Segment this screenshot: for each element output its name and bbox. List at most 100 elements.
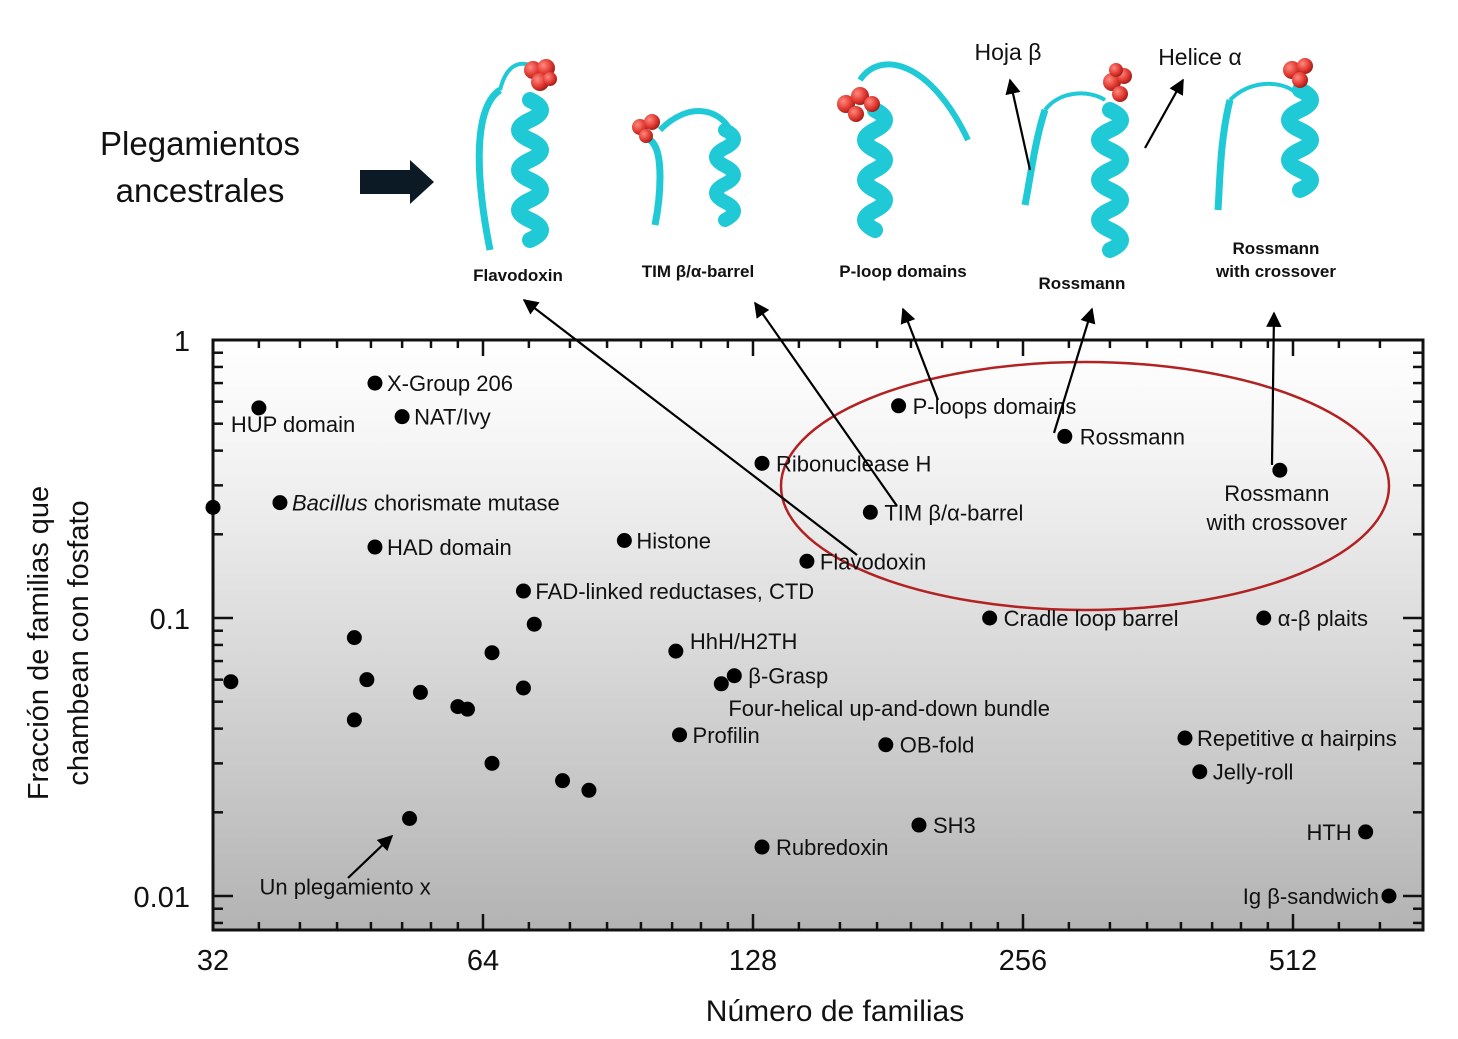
y-tick-label: 0.1 [150,604,190,636]
data-point [668,643,684,659]
connector-crossover [1266,311,1282,466]
point-label: OB-fold [900,733,975,758]
structure-flavodoxin [475,59,557,251]
annotation-sheet-arrow [1005,78,1032,171]
annotation-helix-arrow [1144,78,1184,149]
point-label: β-Grasp [748,664,828,689]
data-point [1381,888,1397,904]
data-point [515,583,531,599]
axis-ticks [211,338,1423,930]
data-point [526,616,542,632]
point-label: Flavodoxin [820,549,926,574]
data-point [402,811,418,827]
structure-label-flavodoxin: Flavodoxin [473,266,563,285]
structure-rossmann [1021,63,1132,258]
annotation-sheet: Hoja β [975,39,1042,65]
data-point [862,504,878,520]
point-label: X-Group 206 [387,371,513,396]
data-point [1177,730,1193,746]
point-label: NAT/Ivy [414,405,491,430]
x-tick-label: 32 [197,945,229,977]
structure-label-rossmann: Rossmann [1039,274,1126,293]
data-point [359,672,375,688]
structure-ploop [837,61,971,238]
point-label: α-β plaits [1278,606,1368,631]
point-label: TIM β/α-barrel [884,500,1023,525]
data-point [346,712,362,728]
y-axis-label-line1: Fracción de familias que [23,486,55,800]
point-label: HTH [1306,820,1351,845]
point-label: Profilin [693,723,760,748]
plot-area [211,338,1425,932]
data-point [799,553,815,569]
x-tick-label: 512 [1269,945,1317,977]
y-tick-label: 1 [174,326,190,358]
data-point [754,455,770,471]
data-point [1358,824,1374,840]
point-label: Four-helical up-and-down bundle [728,696,1050,721]
x-tick-label: 128 [729,945,777,977]
point-label: Cradle loop barrel [1004,606,1179,631]
connector-tim [754,301,898,507]
y-tick-label: 0.01 [134,882,190,914]
structure-label-crossover-1: Rossmann [1233,239,1320,258]
data-point [484,755,500,771]
point-label: HhH/H2TH [690,629,798,654]
connector-ploop [900,307,940,401]
point-label: P-loops domains [913,394,1077,419]
data-point [672,727,688,743]
connector-unplegamiento [347,834,394,879]
point-label: Un plegamiento x [260,875,431,900]
structure-label-ploop: P-loop domains [839,262,967,281]
point-label: Ig β-sandwich [1243,884,1379,909]
point-label: Rossmann [1080,424,1185,449]
structure-label-tim: TIM β/α-barrel [642,262,754,281]
point-label: SH3 [933,813,976,838]
y-axis-label-line2: chambean con fosfato [63,500,95,785]
header-title-line2: ancestrales [116,172,285,209]
data-point [205,499,221,515]
data-point [1272,462,1288,478]
data-point [555,773,571,789]
structure-label-crossover-2: with crossover [1215,262,1336,281]
point-label: Repetitive α hairpins [1197,726,1397,751]
point-labels: HUP domain X-Group 206 NAT/Ivy Bacillus cho… [231,371,1397,909]
data-point [515,680,531,696]
point-label: Bacillus chorismate mutase [292,491,560,516]
tick-labels: 32 64 128 256 512 1 0.1 0.01 [134,326,1318,977]
header-title-line1: Plegamientos [100,125,300,162]
data-point [272,495,288,511]
point-label: Ribonuclease H [776,451,931,476]
highlight-ellipse [779,360,1391,612]
data-point [459,701,475,717]
point-label: Rubredoxin [776,835,889,860]
x-axis-label: Número de familias [706,995,964,1028]
data-point [911,817,927,833]
point-label: HUP domain [231,412,355,437]
annotation-helix: Helice α [1158,44,1242,70]
data-point [394,409,410,425]
data-point [1256,610,1272,626]
structure-rossmann-crossover [1214,58,1319,211]
data-point [581,782,597,798]
point-label: FAD-linked reductases, CTD [535,579,814,604]
point-label: Rossmann [1224,481,1329,506]
data-point [367,539,383,555]
data-point [616,533,632,549]
data-point [982,610,998,626]
point-label: Histone [636,529,711,554]
data-point [754,839,770,855]
data-point [1192,764,1208,780]
data-point [367,375,383,391]
data-point [1057,428,1073,444]
data-point [251,400,267,416]
block-arrow-icon [360,160,434,204]
connector-flavodoxin [522,299,858,556]
data-point [713,676,729,692]
point-label: with crossover [1206,510,1348,535]
x-tick-label: 256 [999,945,1047,977]
point-label: Jelly-roll [1213,760,1294,785]
data-point [891,398,907,414]
data-points [205,375,1397,904]
